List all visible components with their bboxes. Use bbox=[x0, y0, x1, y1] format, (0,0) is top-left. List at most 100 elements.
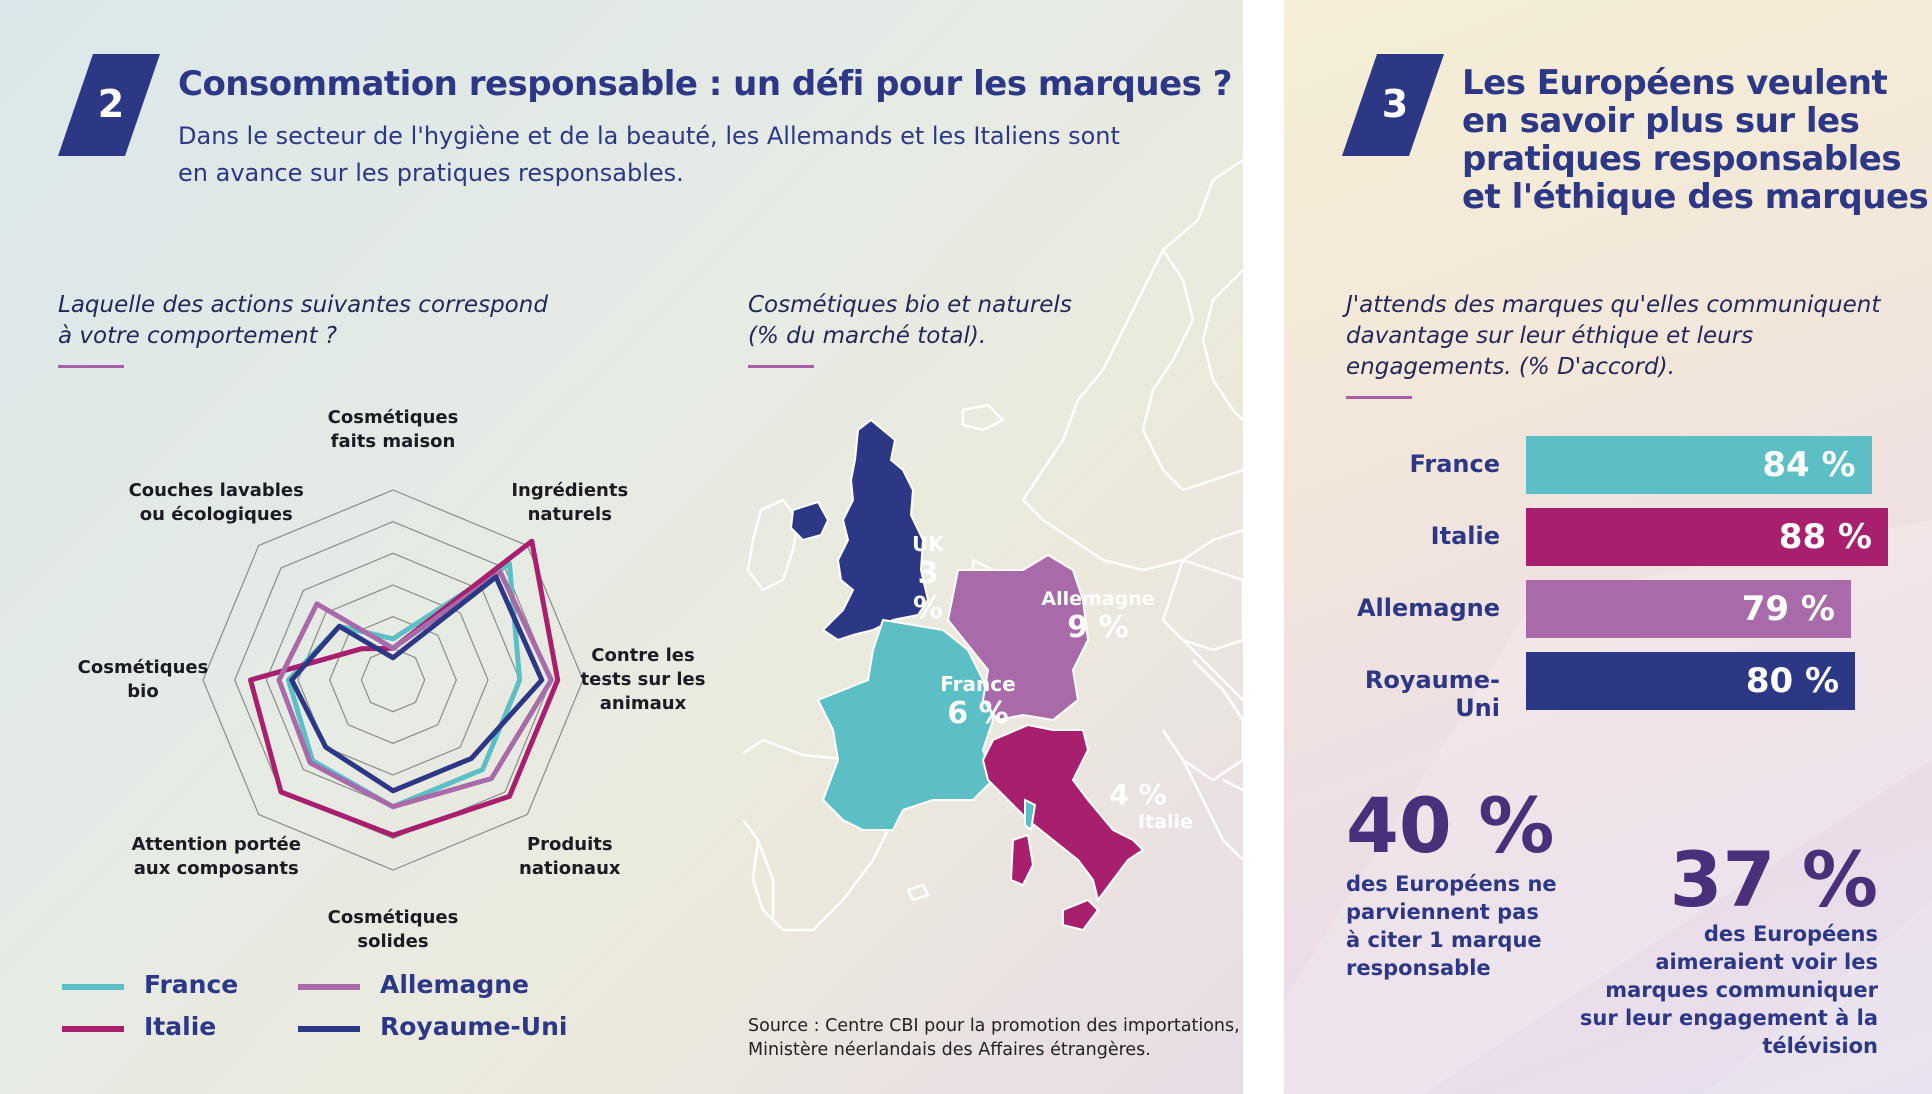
region-name: Allemagne bbox=[1041, 588, 1155, 610]
legend-label: Royaume-Uni bbox=[380, 1012, 568, 1041]
stat-40-text: des Européens ne parviennent pas à citer… bbox=[1346, 870, 1557, 982]
bar-mark: 79 % bbox=[1526, 580, 1851, 638]
stat-line: parviennent pas bbox=[1346, 900, 1539, 924]
radar-axis-label-line: solides bbox=[357, 931, 429, 952]
stat-line: aimeraient voir les bbox=[1655, 950, 1878, 974]
question-line: Laquelle des actions suivantes correspon… bbox=[58, 292, 548, 318]
radar-axis-label-line: Ingrédients bbox=[511, 480, 629, 502]
title-line: pratiques responsables bbox=[1462, 139, 1902, 179]
section-number: 2 bbox=[97, 82, 125, 126]
radar-axis-label-line: Cosmétiques bbox=[327, 407, 459, 428]
legend-label: Allemagne bbox=[380, 970, 530, 999]
question-line: à votre comportement ? bbox=[58, 323, 338, 349]
radar-grid-ring bbox=[329, 616, 457, 744]
bar-mark: 80 % bbox=[1526, 652, 1856, 710]
radar-grid-ring bbox=[360, 647, 426, 713]
czech-outline bbox=[1162, 619, 1243, 701]
source-line: Source : Centre CBI pour la promotion de… bbox=[748, 1016, 1240, 1036]
title-line: Les Européens veulent bbox=[1462, 63, 1888, 103]
bar-category-label: Italie bbox=[1430, 522, 1500, 550]
right-panel: 3 Les Européens veulent en savoir plus s… bbox=[1284, 0, 1932, 1094]
left-panel: 2 Consommation responsable : un défi pou… bbox=[0, 0, 1243, 1094]
accent-underline bbox=[1346, 396, 1412, 399]
radar-axis-label-line: bio bbox=[127, 681, 159, 702]
question-line: J'attends des marques qu'elles communiqu… bbox=[1346, 292, 1881, 318]
radar-series-italie bbox=[248, 538, 561, 838]
radar-axis-label: Ingrédients naturels bbox=[475, 479, 665, 527]
region-name: Italie bbox=[1138, 811, 1193, 833]
germany-region bbox=[946, 553, 1090, 722]
right-title: Les Européens veulent en savoir plus sur… bbox=[1462, 63, 1929, 216]
radar-axis-label: Cosmétiques solides bbox=[298, 906, 488, 954]
northern-ireland-region bbox=[789, 500, 830, 542]
legend-swatch bbox=[62, 1026, 124, 1032]
balearic-outline bbox=[906, 883, 930, 902]
region-name: France bbox=[940, 672, 1016, 696]
radar-chart bbox=[202, 489, 584, 871]
bar-category-label: France bbox=[1409, 450, 1500, 478]
stat-line: sur leur engagement à la bbox=[1579, 1006, 1878, 1030]
legend-swatch bbox=[62, 984, 124, 990]
page-subtitle: Dans le secteur de l'hygiène et de la be… bbox=[178, 118, 1120, 192]
radar-axis-label-line: aux composants bbox=[133, 857, 299, 879]
germany-map-label: Allemagne 9 % bbox=[1038, 588, 1158, 645]
greece-outline bbox=[1161, 729, 1243, 861]
title-line: en savoir plus sur les bbox=[1462, 101, 1860, 141]
stat-line: des Européens bbox=[1703, 922, 1878, 946]
source-line: Ministère néerlandais des Affaires étran… bbox=[748, 1040, 1151, 1060]
scandinavia-outline bbox=[1021, 158, 1243, 572]
radar-axis-label-line: naturels bbox=[527, 504, 612, 526]
radar-axis-label-line: Cosmétiques bbox=[77, 657, 209, 678]
radar-axis-label: Cosmétiques bio bbox=[48, 656, 238, 704]
radar-axis-label-line: Contre les bbox=[591, 645, 695, 666]
radar-question: Laquelle des actions suivantes correspon… bbox=[58, 290, 548, 352]
sweden-outline bbox=[1141, 249, 1243, 492]
region-value: 9 % bbox=[1067, 610, 1129, 645]
map-background-countries bbox=[743, 158, 1243, 932]
radar-axis-label-line: Produits bbox=[526, 833, 613, 855]
ireland-outline bbox=[746, 498, 800, 592]
stat-37-value: 37 % bbox=[1669, 835, 1878, 924]
bar-mark: 88 % bbox=[1526, 508, 1888, 566]
uk-region bbox=[821, 418, 930, 642]
stat-line: marques communiquer bbox=[1605, 978, 1878, 1002]
bar-value-label: 80 % bbox=[1745, 661, 1840, 701]
region-value: 6 % bbox=[947, 696, 1009, 731]
bar-category-label: Royaume-Uni bbox=[1364, 666, 1500, 722]
radar-grid-ring bbox=[297, 584, 489, 776]
balkans-outline bbox=[1161, 659, 1243, 782]
stat-line: à citer 1 marque bbox=[1346, 928, 1542, 952]
radar-grid-ring bbox=[234, 521, 552, 839]
source-note: Source : Centre CBI pour la promotion de… bbox=[748, 1014, 1240, 1062]
sicily-region bbox=[1062, 898, 1100, 932]
bar-mark: 84 % bbox=[1526, 436, 1872, 494]
question-line: engagements. (% D'accord). bbox=[1346, 354, 1675, 380]
radar-series-allemagne bbox=[276, 570, 554, 810]
radar-axis-label-line: nationaux bbox=[519, 857, 621, 879]
radar-grid-ring bbox=[202, 489, 584, 871]
bar-category-label: Allemagne bbox=[1356, 594, 1500, 622]
region-value: 3 % bbox=[912, 556, 944, 626]
portugal-outline bbox=[756, 839, 775, 920]
radar-axis-label-line: faits maison bbox=[330, 431, 456, 452]
subtitle-line: en avance sur les pratiques responsables… bbox=[178, 159, 684, 187]
radar-axis-label-line: tests sur les bbox=[580, 669, 706, 690]
map-question: Cosmétiques bio et naturels (% du marché… bbox=[748, 290, 1072, 352]
radar-axis-label-line: Couches lavables bbox=[128, 480, 304, 502]
stat-line: responsable bbox=[1346, 956, 1491, 980]
bar-value-label: 88 % bbox=[1778, 517, 1872, 557]
question-line: (% du marché total). bbox=[748, 323, 987, 349]
radar-axis-label-line: animaux bbox=[599, 693, 687, 714]
finland-outline bbox=[1201, 269, 1243, 421]
italy-map-label: 4 % Italie bbox=[1098, 778, 1193, 833]
bar-value-label: 79 % bbox=[1741, 589, 1835, 629]
question-line: Cosmétiques bio et naturels bbox=[748, 292, 1072, 318]
corsica-region bbox=[1024, 798, 1037, 832]
uk-map-label: UK 3 % bbox=[898, 532, 958, 626]
france-map-label: France 6 % bbox=[928, 672, 1028, 731]
radar-axis-label: Produits nationaux bbox=[475, 833, 665, 881]
legend-swatch bbox=[298, 1026, 360, 1032]
stat-40-value: 40 % bbox=[1346, 781, 1555, 870]
bar-value-label: 84 % bbox=[1762, 445, 1856, 485]
legend-label: Italie bbox=[144, 1012, 217, 1041]
